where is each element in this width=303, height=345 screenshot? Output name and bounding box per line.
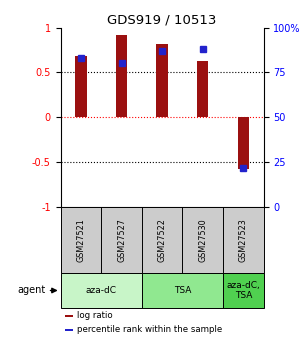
Text: aza-dC: aza-dC [86, 286, 117, 295]
Text: percentile rank within the sample: percentile rank within the sample [77, 325, 222, 334]
Bar [238, 117, 249, 169]
Bar [65, 329, 73, 331]
Text: log ratio: log ratio [77, 311, 113, 320]
Bar [197, 61, 208, 117]
Text: aza-dC,
TSA: aza-dC, TSA [226, 281, 260, 300]
Text: GSM27522: GSM27522 [158, 218, 167, 262]
FancyBboxPatch shape [223, 273, 264, 308]
Text: GSM27527: GSM27527 [117, 218, 126, 262]
Bar [75, 56, 87, 117]
Text: GSM27523: GSM27523 [239, 218, 248, 262]
Text: agent: agent [17, 286, 45, 295]
FancyBboxPatch shape [61, 207, 264, 273]
Bar [65, 315, 73, 317]
Text: TSA: TSA [174, 286, 191, 295]
Bar [116, 35, 127, 117]
Title: GDS919 / 10513: GDS919 / 10513 [108, 13, 217, 27]
Text: GSM27521: GSM27521 [76, 218, 85, 262]
FancyBboxPatch shape [142, 273, 223, 308]
FancyBboxPatch shape [61, 273, 142, 308]
Bar [156, 44, 168, 117]
Text: GSM27530: GSM27530 [198, 218, 207, 262]
